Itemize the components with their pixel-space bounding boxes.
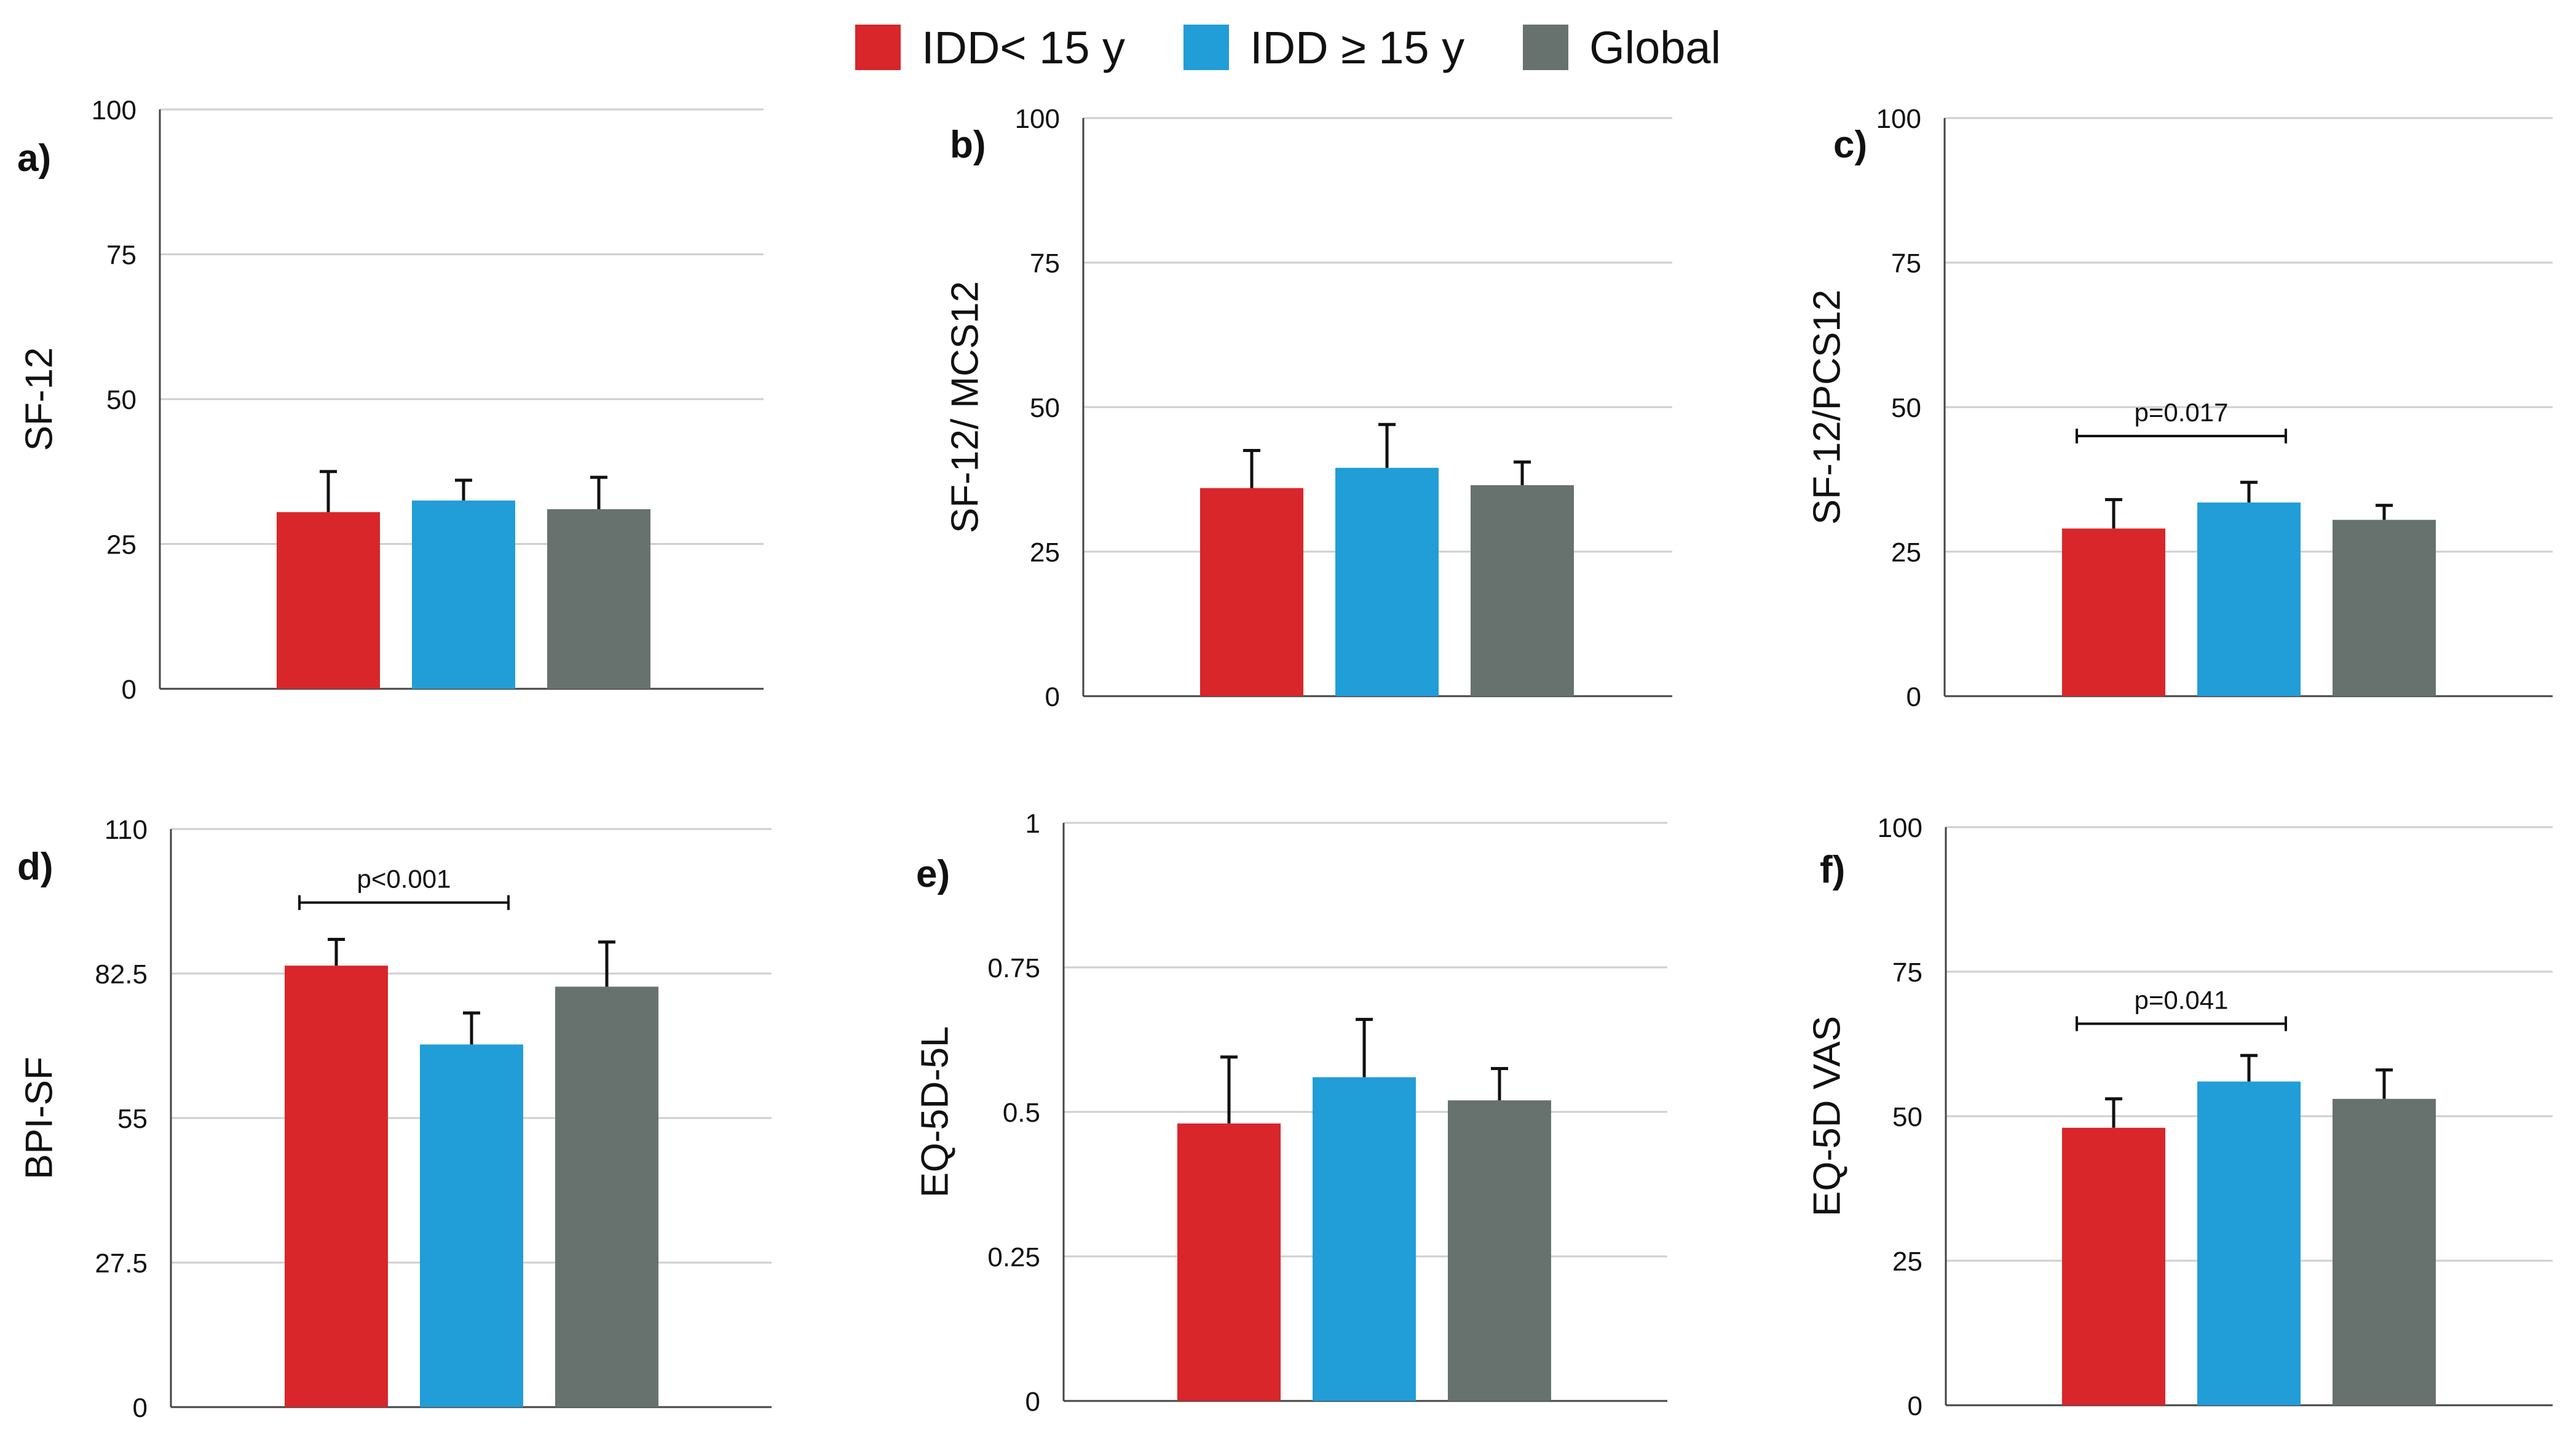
- y-tick-label: 55: [117, 1104, 148, 1134]
- y-tick-label: 0: [1908, 1391, 1922, 1421]
- legend-swatch-blue: [1183, 25, 1230, 70]
- bar-1: [2062, 528, 2165, 696]
- y-tick-label: 75: [106, 240, 136, 271]
- significance-label: p=0.041: [2135, 986, 2229, 1015]
- legend-item-idd-over-15: IDD ≥ 15 y: [1183, 14, 1464, 81]
- y-tick-label: 100: [92, 95, 136, 125]
- y-tick-label: 50: [1892, 1102, 1922, 1132]
- bar-3: [1471, 485, 1574, 696]
- legend-item-idd-under-15: IDD< 15 y: [855, 14, 1125, 81]
- y-tick-label: 0.25: [987, 1242, 1040, 1272]
- y-tick-label: 27.5: [95, 1248, 148, 1279]
- bar-1: [277, 512, 380, 689]
- chart-panel-3: 0 25 50 75 100 c) SF-12/PCS12 p=0.017: [1806, 104, 2553, 712]
- chart-panel-4: 0 27.5 55 82.5 110 d) BPI-SF p<0.001: [17, 815, 772, 1423]
- y-tick-label: 110: [105, 815, 148, 845]
- y-tick-label: 50: [1030, 393, 1060, 423]
- panel-label: f): [1820, 849, 1845, 891]
- bar-2: [2197, 502, 2301, 696]
- y-axis-label: SF-12/ MCS12: [944, 281, 986, 533]
- bar-1: [1200, 488, 1303, 696]
- panel-label: a): [17, 137, 51, 180]
- chart-panel-1: 0 25 50 75 100 a) SF-12: [17, 95, 764, 705]
- bar-1: [1177, 1123, 1281, 1401]
- bar-2: [2197, 1081, 2301, 1405]
- y-tick-label: 50: [106, 385, 136, 415]
- y-tick-label: 0: [1045, 682, 1060, 712]
- y-tick-label: 25: [1892, 1247, 1922, 1277]
- bar-3: [555, 986, 658, 1407]
- y-tick-label: 0: [1025, 1387, 1040, 1417]
- y-tick-label: 50: [1891, 393, 1921, 423]
- y-axis-label: EQ-5D-5L: [914, 1026, 956, 1197]
- y-tick-label: 75: [1892, 958, 1922, 988]
- y-axis-label: SF-12/PCS12: [1806, 290, 1848, 525]
- chart-panel-2: 0 25 50 75 100 b) SF-12/ MCS12: [944, 104, 1672, 712]
- panel-label: e): [916, 853, 950, 895]
- y-tick-label: 75: [1030, 248, 1060, 279]
- bar-2: [1335, 467, 1439, 696]
- legend-swatch-gray: [1523, 25, 1569, 70]
- panel-label: c): [1833, 124, 1867, 166]
- y-tick-label: 25: [1030, 538, 1060, 568]
- y-axis-label: BPI-SF: [18, 1057, 60, 1180]
- y-tick-label: 0: [122, 675, 136, 705]
- y-tick-label: 75: [1891, 248, 1921, 279]
- bar-2: [412, 500, 515, 689]
- y-tick-label: 25: [1891, 538, 1921, 568]
- y-tick-label: 100: [1878, 813, 1922, 843]
- legend-label: IDD ≥ 15 y: [1250, 22, 1465, 73]
- bar-3: [547, 509, 650, 689]
- bar-3: [2333, 520, 2436, 696]
- y-tick-label: 0: [133, 1393, 148, 1423]
- bar-3: [1448, 1100, 1551, 1401]
- y-tick-label: 1: [1025, 809, 1040, 839]
- bar-1: [2062, 1127, 2165, 1405]
- legend: IDD< 15 y IDD ≥ 15 y Global: [0, 14, 2576, 81]
- bar-2: [420, 1044, 523, 1407]
- chart-panel-5: 0 0.25 0.5 0.75 1 e) EQ-5D-5L: [914, 809, 1667, 1417]
- legend-label: IDD< 15 y: [921, 22, 1126, 73]
- y-tick-label: 0: [1906, 682, 1921, 712]
- significance-label: p=0.017: [2135, 398, 2229, 427]
- y-axis-label: EQ-5D VAS: [1806, 1016, 1848, 1216]
- legend-swatch-red: [855, 25, 901, 70]
- y-tick-label: 0.5: [1003, 1098, 1040, 1128]
- significance-label: p<0.001: [357, 865, 451, 894]
- panel-label: b): [950, 124, 986, 166]
- legend-item-global: Global: [1523, 14, 1721, 81]
- y-tick-label: 0.75: [987, 953, 1040, 983]
- y-tick-label: 25: [106, 530, 136, 560]
- chart-panel-6: 0 25 50 75 100 f) EQ-5D VAS p=0.041: [1806, 813, 2553, 1421]
- y-tick-label: 82.5: [95, 959, 148, 990]
- bar-2: [1313, 1077, 1416, 1401]
- bar-3: [2333, 1098, 2436, 1405]
- panel-label: d): [17, 846, 53, 888]
- y-tick-label: 100: [1015, 104, 1060, 134]
- bar-1: [285, 966, 388, 1407]
- legend-label: Global: [1589, 22, 1721, 73]
- y-axis-label: SF-12: [18, 347, 60, 451]
- y-tick-label: 100: [1876, 104, 1921, 134]
